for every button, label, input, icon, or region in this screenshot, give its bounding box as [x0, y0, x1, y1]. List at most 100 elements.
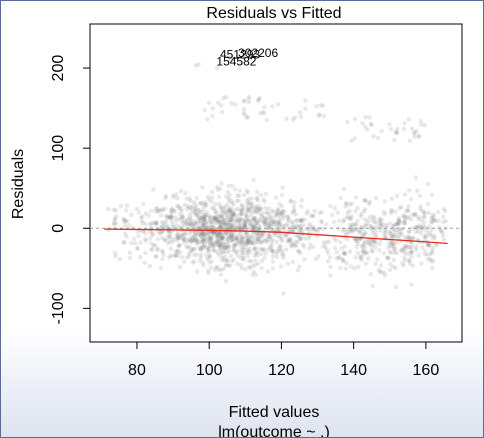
residual-point	[111, 221, 117, 226]
residual-point	[135, 245, 140, 251]
residual-point	[391, 232, 396, 237]
residual-point	[192, 206, 198, 212]
residual-point	[241, 192, 247, 198]
residual-point	[368, 223, 373, 229]
residual-point	[263, 191, 269, 196]
residual-point	[302, 257, 307, 262]
residual-point	[373, 245, 378, 250]
residual-point	[251, 215, 257, 220]
residual-point	[190, 234, 196, 240]
residual-point	[252, 241, 257, 246]
residual-point	[440, 233, 446, 238]
residual-point	[223, 263, 228, 268]
residual-point	[255, 195, 260, 200]
residual-point	[219, 209, 224, 214]
residual-point	[228, 253, 234, 259]
residual-point	[296, 248, 301, 254]
residual-point	[220, 214, 225, 219]
residual-point	[186, 253, 192, 259]
residual-point	[188, 220, 194, 225]
residual-point	[221, 242, 227, 248]
residual-point	[166, 215, 171, 220]
residual-point	[190, 236, 196, 241]
residual-point	[246, 208, 252, 213]
residual-point	[201, 238, 206, 243]
residual-point	[234, 213, 239, 218]
residual-point	[225, 214, 230, 219]
residual-point	[195, 220, 200, 225]
residual-point	[259, 206, 264, 211]
residual-point	[407, 229, 412, 234]
residual-point	[431, 217, 437, 223]
residual-point	[118, 203, 124, 209]
residual-point	[106, 206, 111, 212]
residual-point	[212, 215, 217, 220]
residual-point	[371, 214, 376, 219]
residual-point	[391, 244, 396, 249]
residual-point	[409, 212, 415, 218]
residual-point	[238, 208, 243, 213]
x-tick-label: 160	[413, 362, 440, 379]
residual-point	[390, 242, 396, 247]
residual-point	[223, 226, 228, 231]
residual-point	[160, 207, 165, 212]
residual-point	[429, 216, 434, 221]
residual-point	[181, 236, 187, 242]
residual-point	[268, 244, 274, 249]
residual-point	[397, 206, 402, 211]
residual-point	[397, 233, 402, 238]
residual-point	[155, 206, 160, 211]
residual-point	[252, 253, 257, 258]
residual-point	[216, 218, 221, 223]
residual-point	[177, 211, 183, 217]
residual-point	[245, 238, 251, 244]
residual-point	[349, 214, 354, 219]
residual-point	[230, 200, 235, 205]
residual-point	[289, 227, 294, 233]
residual-point	[188, 205, 193, 210]
residual-point	[314, 227, 319, 232]
residual-point	[399, 248, 404, 254]
residual-point	[371, 240, 376, 245]
residual-point	[239, 266, 244, 271]
residual-point	[349, 229, 354, 234]
residual-point	[160, 220, 165, 225]
residual-point	[345, 210, 350, 216]
residual-point	[235, 193, 240, 198]
residual-point	[254, 250, 259, 255]
residual-point	[225, 245, 230, 250]
residual-point	[256, 222, 262, 228]
residual-point	[409, 282, 414, 287]
residual-point	[406, 117, 411, 122]
residual-point	[299, 204, 304, 209]
residual-point	[357, 230, 362, 236]
residual-point	[343, 201, 349, 206]
residual-point	[215, 217, 220, 223]
residual-point	[293, 242, 298, 248]
residual-point	[122, 239, 127, 245]
residual-point	[426, 181, 431, 187]
residual-point	[197, 245, 203, 251]
residual-point	[256, 237, 262, 242]
residual-point	[262, 238, 268, 244]
residual-point	[231, 246, 236, 252]
residual-point	[217, 243, 222, 248]
residual-point	[207, 220, 213, 225]
residual-point	[242, 221, 247, 227]
residual-point	[197, 216, 202, 221]
residual-point	[202, 219, 208, 225]
residual-point	[379, 221, 384, 226]
residual-point	[430, 250, 435, 255]
residual-point	[255, 237, 260, 242]
residual-point	[335, 210, 340, 215]
residual-point	[425, 243, 431, 248]
residual-point	[387, 249, 392, 255]
residual-point	[249, 203, 254, 208]
residual-point	[172, 209, 177, 214]
residual-point	[192, 252, 197, 258]
residual-point	[244, 115, 249, 120]
residual-point	[300, 242, 305, 247]
residual-point	[207, 260, 212, 265]
residual-point	[242, 98, 247, 103]
